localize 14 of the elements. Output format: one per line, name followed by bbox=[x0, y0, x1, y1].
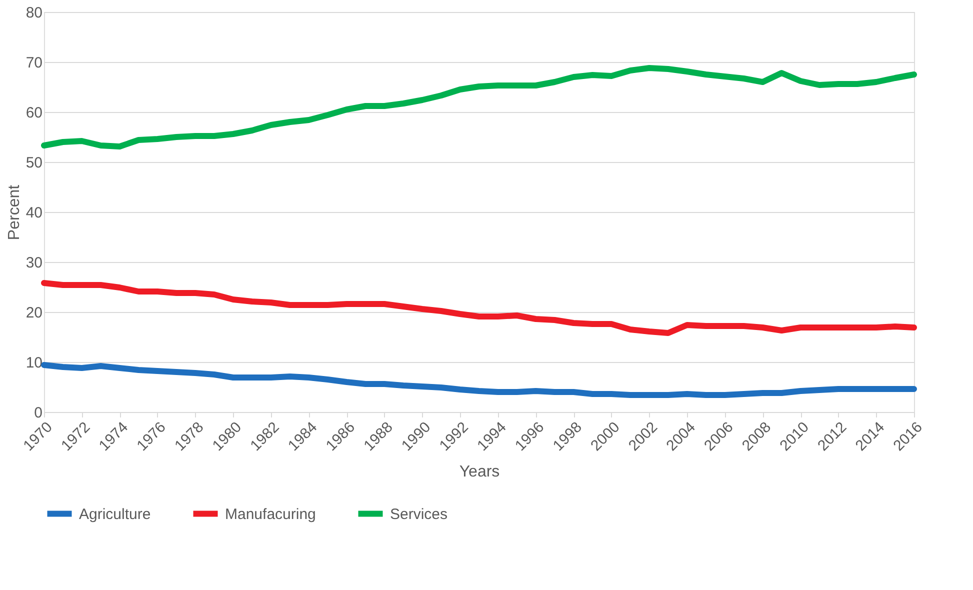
y-tick-label: 60 bbox=[26, 104, 42, 122]
x-axis-title: Years bbox=[459, 464, 500, 481]
y-tick-label: 0 bbox=[34, 404, 42, 422]
y-axis-title: Percent bbox=[6, 184, 23, 240]
y-tick-label: 50 bbox=[26, 154, 42, 172]
y-tick-label: 80 bbox=[26, 4, 42, 22]
y-tick-label: 70 bbox=[26, 54, 42, 72]
legend-label: Agriculture bbox=[79, 506, 151, 523]
y-tick-label: 40 bbox=[26, 204, 42, 222]
legend-label: Manufacuring bbox=[225, 506, 316, 523]
y-tick-label: 20 bbox=[26, 304, 42, 322]
y-tick-label: 10 bbox=[26, 354, 42, 372]
y-tick-label: 30 bbox=[26, 254, 42, 272]
legend-label: Services bbox=[390, 506, 448, 523]
